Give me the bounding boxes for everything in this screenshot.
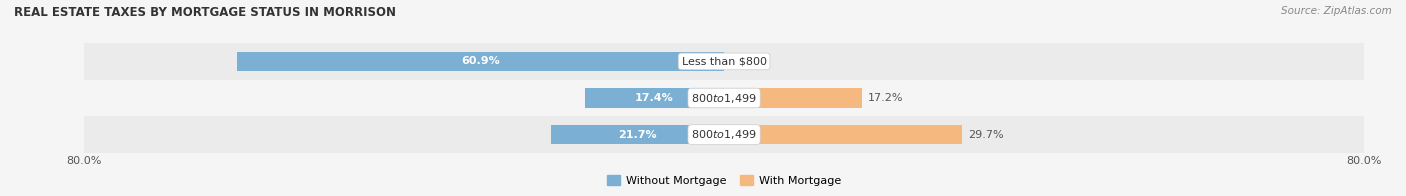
Text: Less than $800: Less than $800 xyxy=(682,56,766,66)
Bar xyxy=(724,125,962,144)
Bar xyxy=(84,80,1364,116)
Text: 17.4%: 17.4% xyxy=(636,93,673,103)
Text: 0.0%: 0.0% xyxy=(731,56,759,66)
Bar xyxy=(238,52,724,71)
Text: 21.7%: 21.7% xyxy=(619,130,657,140)
Text: 60.9%: 60.9% xyxy=(461,56,501,66)
Text: REAL ESTATE TAXES BY MORTGAGE STATUS IN MORRISON: REAL ESTATE TAXES BY MORTGAGE STATUS IN … xyxy=(14,6,396,19)
Text: 17.2%: 17.2% xyxy=(868,93,904,103)
Bar xyxy=(551,125,724,144)
Bar xyxy=(585,88,724,108)
Legend: Without Mortgage, With Mortgage: Without Mortgage, With Mortgage xyxy=(607,175,841,186)
Text: 29.7%: 29.7% xyxy=(967,130,1004,140)
Text: $800 to $1,499: $800 to $1,499 xyxy=(692,92,756,104)
Text: $800 to $1,499: $800 to $1,499 xyxy=(692,128,756,141)
Bar xyxy=(724,88,862,108)
Bar xyxy=(84,116,1364,153)
Text: Source: ZipAtlas.com: Source: ZipAtlas.com xyxy=(1281,6,1392,16)
Bar xyxy=(84,43,1364,80)
